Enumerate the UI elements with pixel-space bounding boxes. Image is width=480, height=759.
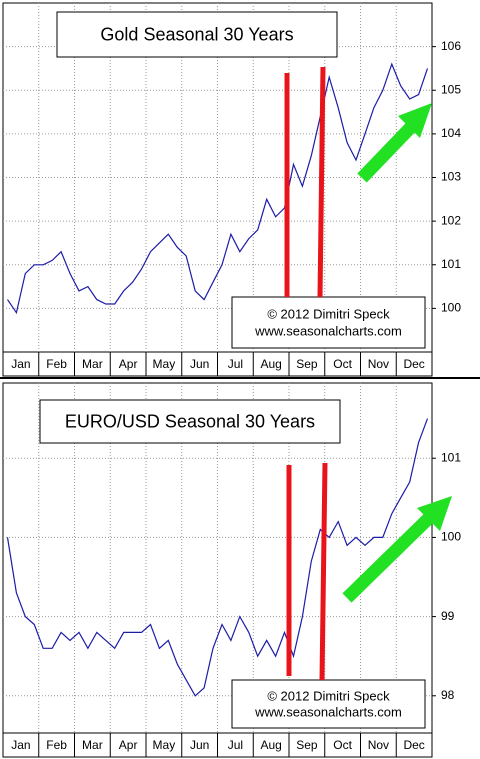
annotation: © 2012 Dimitri Speck [267,306,390,321]
x-tick-label: Sep [296,357,318,371]
x-tick-label: Jan [11,738,30,752]
red-marker [319,462,328,681]
x-tick-label: Jan [11,357,30,371]
x-tick-label: Jul [228,738,243,752]
green-arrow-head [417,496,452,531]
data-line [7,62,429,315]
green-arrow [342,512,435,603]
annotation-shapes [284,66,452,681]
x-tick-label: Mar [82,738,103,752]
x-tick-label: Nov [368,357,389,371]
x-tick-label: Dec [403,357,424,371]
title-box [56,11,338,58]
annotation: © 2012 Dimitri Speck [267,688,390,703]
y-tick-label: 100 [441,301,461,315]
x-tick-label: Jun [190,738,209,752]
green-arrow-head [398,103,432,138]
x-tick-label: Sep [296,738,318,752]
y-tick-label: 104 [441,126,461,140]
green-arrow [357,121,417,183]
data-line [6,418,429,697]
y-tick-label: 99 [441,609,455,623]
x-tick-label: Oct [333,357,352,371]
annotation: www.seasonalcharts.com [254,704,402,719]
x-tick-label: Aug [260,357,281,371]
y-tick-label: 100 [441,530,461,544]
red-marker [317,66,326,298]
x-tick-label: Oct [333,738,352,752]
y-tick-label: 106 [441,39,461,53]
x-tick-label: Apr [119,357,138,371]
credit-box [231,679,426,729]
x-tick-label: Jul [228,357,243,371]
plots: 100 101 102 103 104 105 106 Jan Feb Mar Apr May Jun J… [2,2,461,758]
x-tick-label: Dec [403,738,424,752]
credit-box [231,296,426,349]
chart-title: EURO/USD Seasonal 30 Years [65,411,315,431]
x-tick-label: May [153,738,176,752]
y-tick-label: 105 [441,82,461,96]
x-tick-label: Aug [260,738,281,752]
y-tick-label: 101 [441,450,461,464]
x-tick-label: Jun [190,357,209,371]
y-tick-label: 101 [441,257,461,271]
x-tick-label: Feb [46,357,67,371]
y-tick-label: 102 [441,213,461,227]
y-tick-label: 103 [441,170,461,184]
title-box [39,399,341,444]
x-tick-label: Mar [82,357,103,371]
x-tick-label: Apr [119,738,138,752]
x-tick-label: May [153,357,176,371]
chart-title: Gold Seasonal 30 Years [100,24,293,44]
annotation: www.seasonalcharts.com [254,323,402,338]
x-tick-label: Nov [368,738,389,752]
x-tick-label: Feb [46,738,67,752]
y-tick-label: 98 [441,688,455,702]
